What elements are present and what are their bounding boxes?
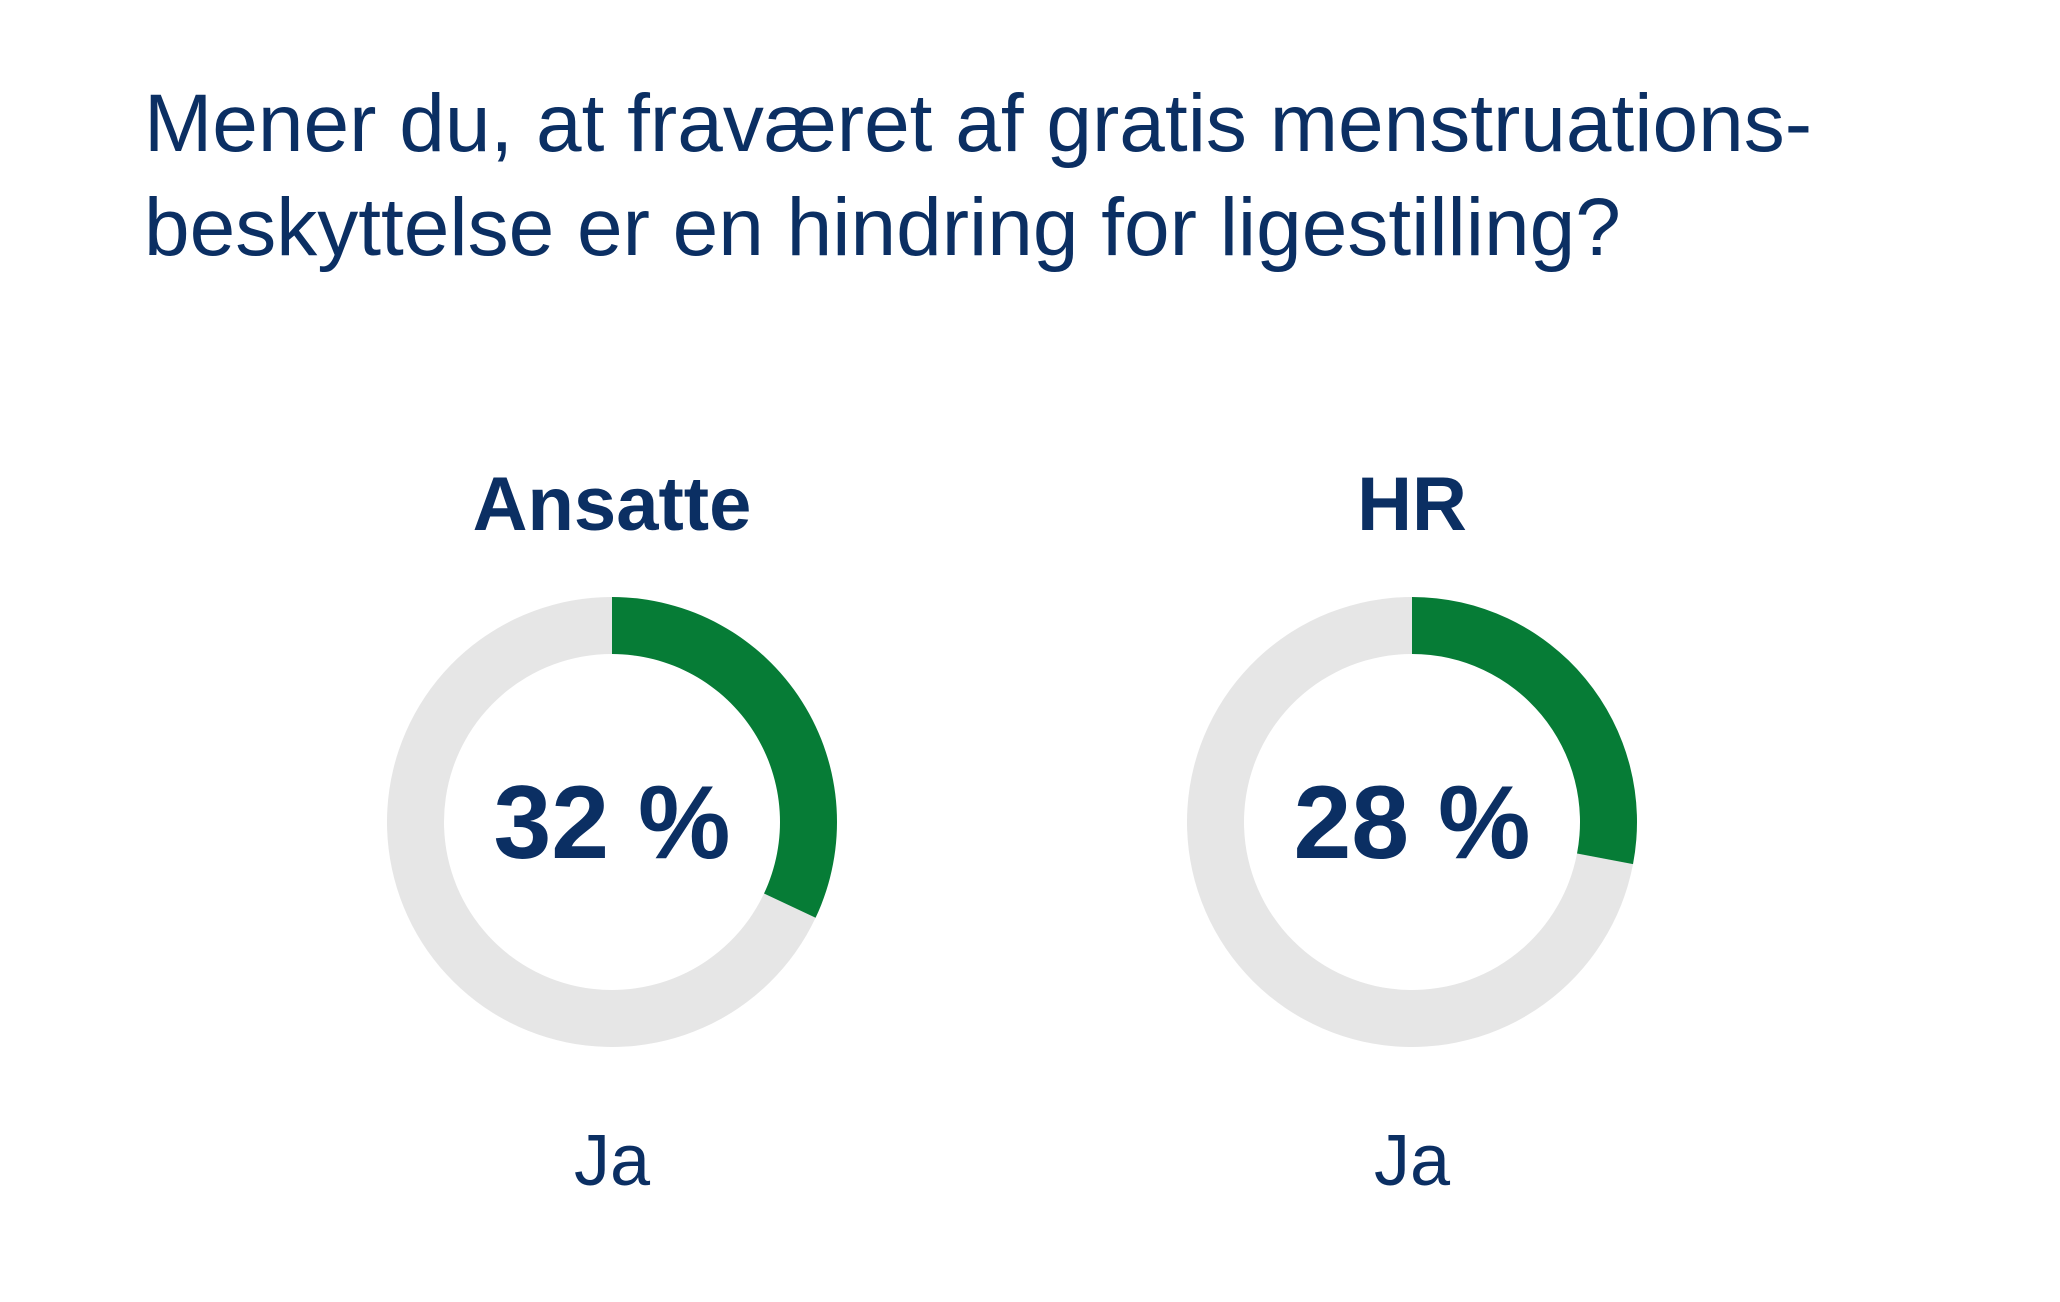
chart-category-label-1: Ja: [1374, 1121, 1451, 1201]
chart-title-0: Ansatte: [473, 462, 752, 547]
title-line-2: beskyttelse er en hindring for ligestill…: [144, 182, 1621, 273]
page-title: Mener du, at fraværet af gratis menstrua…: [144, 72, 1944, 280]
title-line-1: Mener du, at fraværet af gratis menstrua…: [144, 78, 1813, 169]
chart-value-label-1: 28 %: [1293, 765, 1530, 881]
chart-title-1: HR: [1357, 462, 1467, 547]
donut-segment-1: [1412, 597, 1637, 865]
donut-segment-0: [612, 597, 837, 918]
chart-category-label-0: Ja: [574, 1121, 651, 1201]
chart-value-label-0: 32 %: [493, 765, 730, 881]
